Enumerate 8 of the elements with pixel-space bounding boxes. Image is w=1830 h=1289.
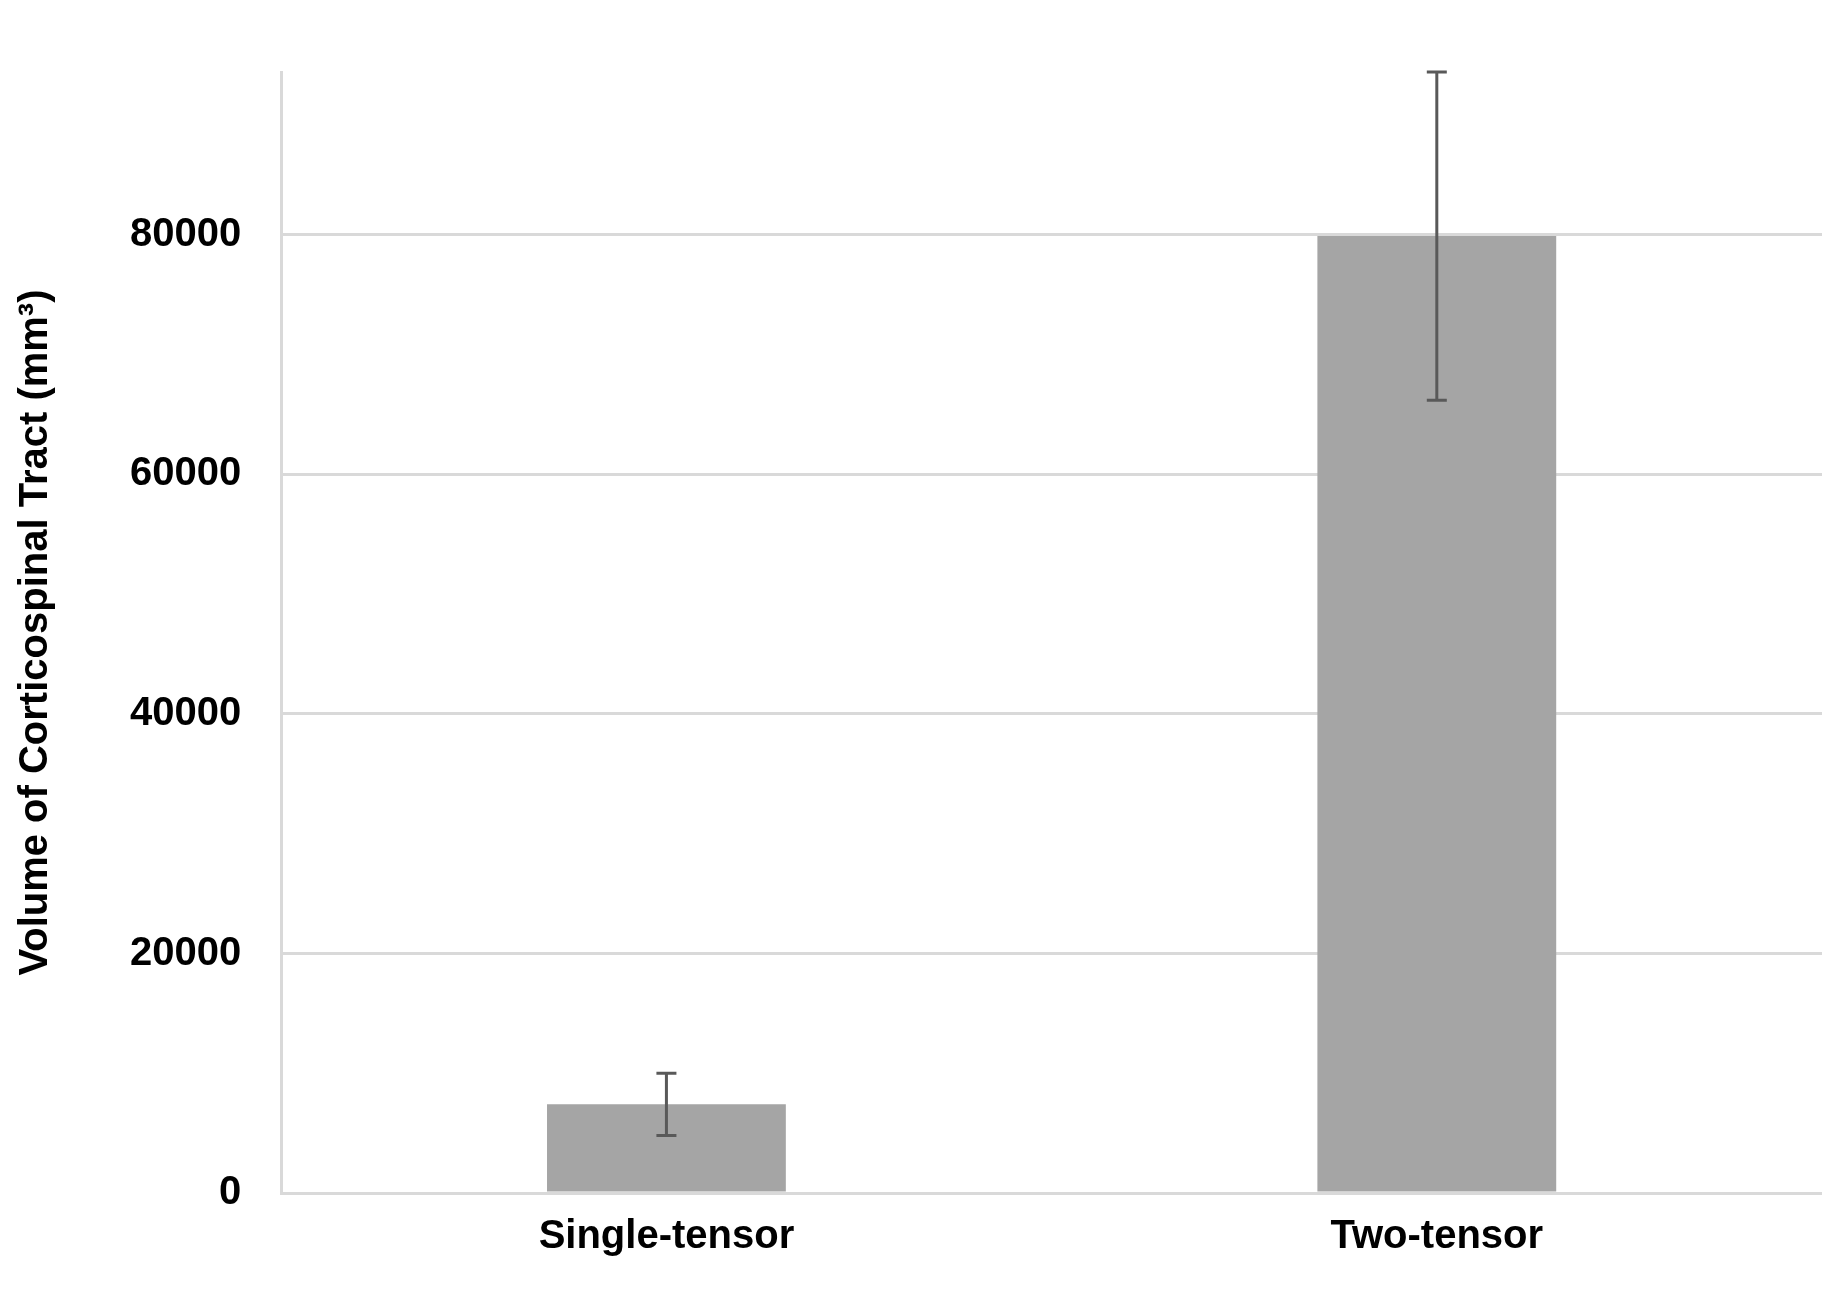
x-tick-label: Two-tensor xyxy=(1330,1212,1544,1257)
y-tick-label: 80000 xyxy=(130,209,242,254)
x-tick-label: Single-tensor xyxy=(538,1212,795,1257)
y-tick-label: 0 xyxy=(218,1168,242,1213)
y-tick-label: 20000 xyxy=(130,928,242,973)
y-tick-label: 40000 xyxy=(130,688,242,733)
y-tick-label: 60000 xyxy=(130,449,242,494)
y-axis-title: Volume of Corticospinal Tract (mm³) xyxy=(11,289,56,976)
